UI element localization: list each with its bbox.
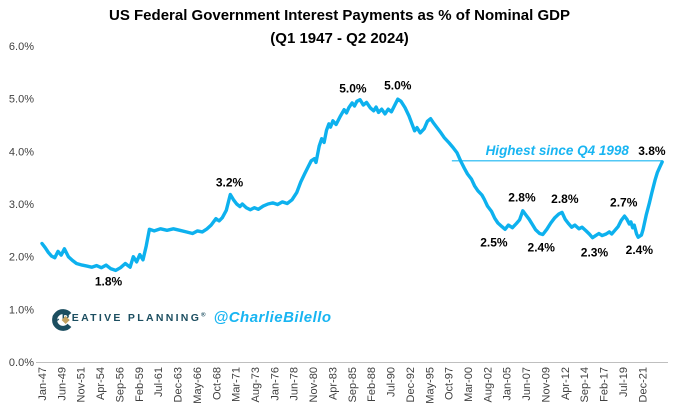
- x-tick-label: Apr-83: [327, 367, 339, 400]
- x-tick-label: Feb-88: [366, 367, 378, 402]
- x-tick-label: Jun-78: [289, 367, 301, 401]
- data-point-label: 2.8%: [551, 192, 579, 206]
- registered-mark: ®: [201, 312, 206, 318]
- x-tick-label: Aug-02: [482, 367, 494, 402]
- y-tick-label: 4.0%: [9, 146, 34, 158]
- y-tick-label: 6.0%: [9, 41, 34, 53]
- x-tick-label: Dec-92: [405, 367, 417, 402]
- data-point-label: 3.8%: [638, 144, 666, 158]
- data-point-label: 5.0%: [384, 79, 412, 93]
- x-tick-label: Jul-90: [386, 367, 398, 397]
- x-tick-label: Apr-54: [95, 367, 107, 400]
- x-tick-label: Jan-76: [269, 367, 281, 401]
- data-point-label: 1.8%: [95, 274, 123, 288]
- author-handle[interactable]: @CharlieBilello: [213, 309, 332, 326]
- x-tick-label: Jun-07: [521, 367, 533, 401]
- x-tick-label: Jul-61: [153, 367, 165, 397]
- y-tick-label: 5.0%: [9, 94, 34, 106]
- x-tick-label: Nov-51: [76, 367, 88, 402]
- data-point-label: 2.4%: [528, 241, 556, 255]
- data-point-label: 5.0%: [339, 81, 367, 95]
- y-tick-label: 1.0%: [9, 304, 34, 316]
- x-tick-label: Aug-73: [250, 367, 262, 402]
- x-tick-label: May-66: [192, 367, 204, 404]
- x-tick-label: Sep-14: [579, 367, 591, 402]
- x-tick-label: Jun-49: [56, 367, 68, 401]
- x-tick-label: Oct-97: [444, 367, 456, 400]
- x-tick-label: Feb-17: [599, 367, 611, 402]
- x-tick-label: Dec-21: [637, 367, 649, 402]
- creative-planning-logo-icon: [52, 309, 72, 331]
- x-tick-label: Sep-56: [114, 367, 126, 402]
- data-point-label: 2.5%: [480, 235, 508, 249]
- y-tick-label: 0.0%: [9, 357, 34, 369]
- branding-bar: CREATIVE PLANNING® @CharlieBilello: [52, 309, 332, 331]
- data-point-label: 2.4%: [626, 243, 654, 257]
- x-tick-label: Jul-19: [618, 367, 630, 397]
- data-series-line: [40, 97, 664, 273]
- data-point-label: 2.3%: [581, 246, 609, 260]
- annotation-text: Highest since Q4 1998: [486, 143, 630, 158]
- x-tick-label: Mar-71: [231, 367, 243, 402]
- x-tick-label: Nov-09: [540, 367, 552, 402]
- x-tick-label: Jan-05: [502, 367, 514, 401]
- x-tick-label: Dec-63: [173, 367, 185, 402]
- x-tick-label: Oct-68: [211, 367, 223, 400]
- x-tick-label: Apr-12: [560, 367, 572, 400]
- data-point-label: 3.2%: [216, 176, 244, 190]
- x-tick-label: Feb-59: [134, 367, 146, 402]
- x-tick-label: Jan-47: [37, 367, 49, 401]
- chart-title-line1: US Federal Government Interest Payments …: [109, 7, 570, 24]
- chart-title-line2: (Q1 1947 - Q2 2024): [270, 29, 409, 47]
- y-tick-label: 3.0%: [9, 199, 34, 211]
- y-tick-label: 2.0%: [9, 252, 34, 264]
- x-tick-label: Mar-00: [463, 367, 475, 402]
- creative-planning-logo-text: CREATIVE PLANNING®: [52, 311, 206, 324]
- x-tick-label: Sep-85: [347, 367, 359, 402]
- data-point-label: 2.7%: [610, 196, 638, 210]
- data-point-label: 2.8%: [508, 190, 536, 204]
- chart-title: US Federal Government Interest Payments …: [0, 5, 679, 50]
- x-tick-label: May-95: [424, 367, 436, 404]
- x-tick-label: Nov-80: [308, 367, 320, 402]
